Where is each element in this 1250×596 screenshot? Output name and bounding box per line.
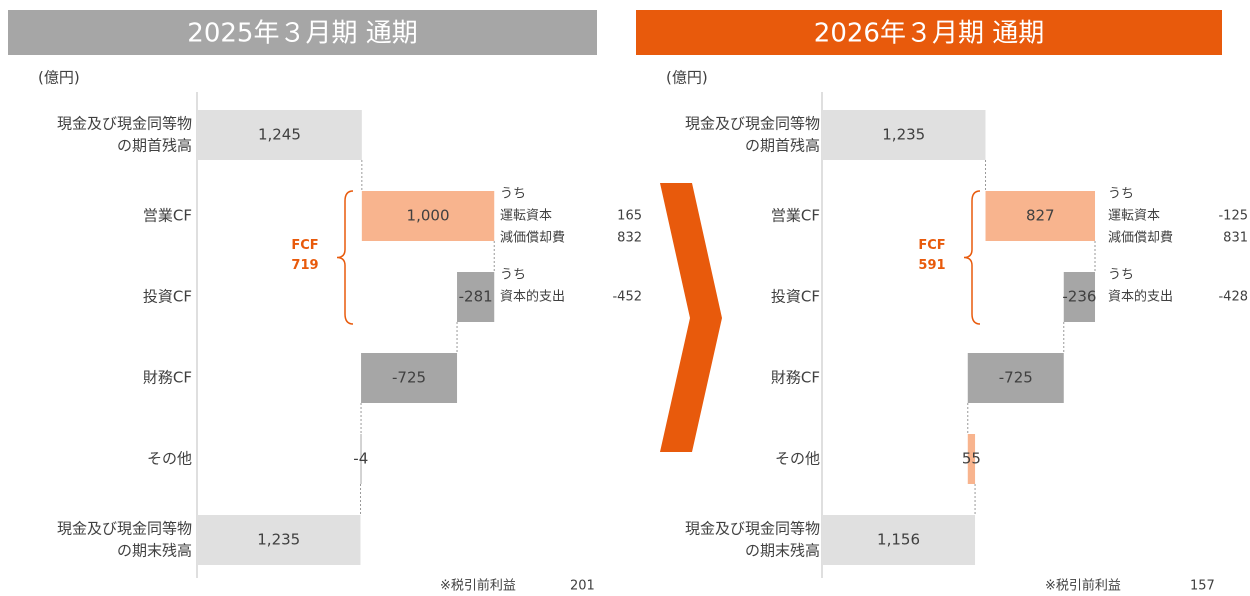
category-label: 投資CF [771,288,820,306]
value-label: -725 [999,369,1033,387]
fcf-label: FCF [291,238,318,253]
bar [457,272,495,322]
breakdown-name: 資本的支出 [500,289,565,305]
bar [822,110,986,160]
bar [361,191,495,241]
unit: (億円) [38,69,80,87]
value-label: -281 [459,288,493,306]
bar [361,353,458,403]
fcf-bracket [336,190,354,325]
breakdown-name: 資本的支出 [1108,289,1173,305]
bar [822,515,976,565]
title-bar [8,10,597,55]
value-label: 827 [1026,207,1055,225]
breakdown-value: 832 [617,231,642,246]
fcf-bracket [963,190,981,325]
category-label: その他 [147,450,192,468]
category-label: 現金及び現金同等物 [57,115,192,133]
value-label: -725 [392,369,426,387]
breakdown-value: -452 [612,290,642,305]
breakdown-value: 831 [1223,231,1248,246]
value-label: 55 [962,450,981,468]
category-label: の期末残高 [117,542,192,560]
note-value: 201 [570,579,595,594]
category-label: 財務CF [771,369,820,387]
bar [360,434,362,484]
breakdown-name: 運転資本 [500,209,552,224]
category-label: 営業CF [143,207,192,225]
fcf-label: FCF [918,238,945,253]
note-label: ※税引前利益 [1045,578,1121,594]
breakdown-value: 165 [617,209,642,224]
bar [967,353,1064,403]
breakdown-name: 運転資本 [1108,209,1160,224]
category-label: 現金及び現金同等物 [57,520,192,538]
value-label: -4 [353,450,368,468]
note-label: ※税引前利益 [440,578,516,594]
breakdown-name: 減価償却費 [1108,230,1173,246]
breakdown-header: うち [1108,268,1134,283]
category-label: の期首残高 [117,137,192,155]
note-value: 157 [1190,579,1215,594]
bar [985,191,1096,241]
value-label: 1,235 [882,126,925,144]
breakdown-value: -125 [1218,209,1248,224]
breakdown-name: 減価償却費 [500,230,565,246]
title-bar [636,10,1222,55]
value-label: 1,245 [258,126,301,144]
bar [197,110,362,160]
category-label: 財務CF [143,369,192,387]
title: 2025年３月期 通期 [187,19,417,49]
category-label: 投資CF [143,288,192,306]
category-label: 営業CF [771,207,820,225]
arrow [660,183,722,452]
breakdown-header: うち [500,187,526,202]
fcf-value: 719 [291,258,318,273]
breakdown-header: うち [1108,187,1134,202]
unit: (億円) [666,69,708,87]
category-label: の期末残高 [745,542,820,560]
category-label: 現金及び現金同等物 [685,115,820,133]
breakdown-value: -428 [1218,290,1248,305]
breakdown-header: うち [500,268,526,283]
value-label: -236 [1062,288,1096,306]
bar [197,515,361,565]
category-label: 現金及び現金同等物 [685,520,820,538]
value-label: 1,156 [877,531,920,549]
title: 2026年３月期 通期 [814,19,1044,49]
value-label: 1,235 [257,531,300,549]
fcf-value: 591 [918,258,945,273]
bar [967,434,976,484]
bar [1063,272,1096,322]
value-label: 1,000 [407,207,450,225]
category-label: の期首残高 [745,137,820,155]
category-label: その他 [775,450,820,468]
